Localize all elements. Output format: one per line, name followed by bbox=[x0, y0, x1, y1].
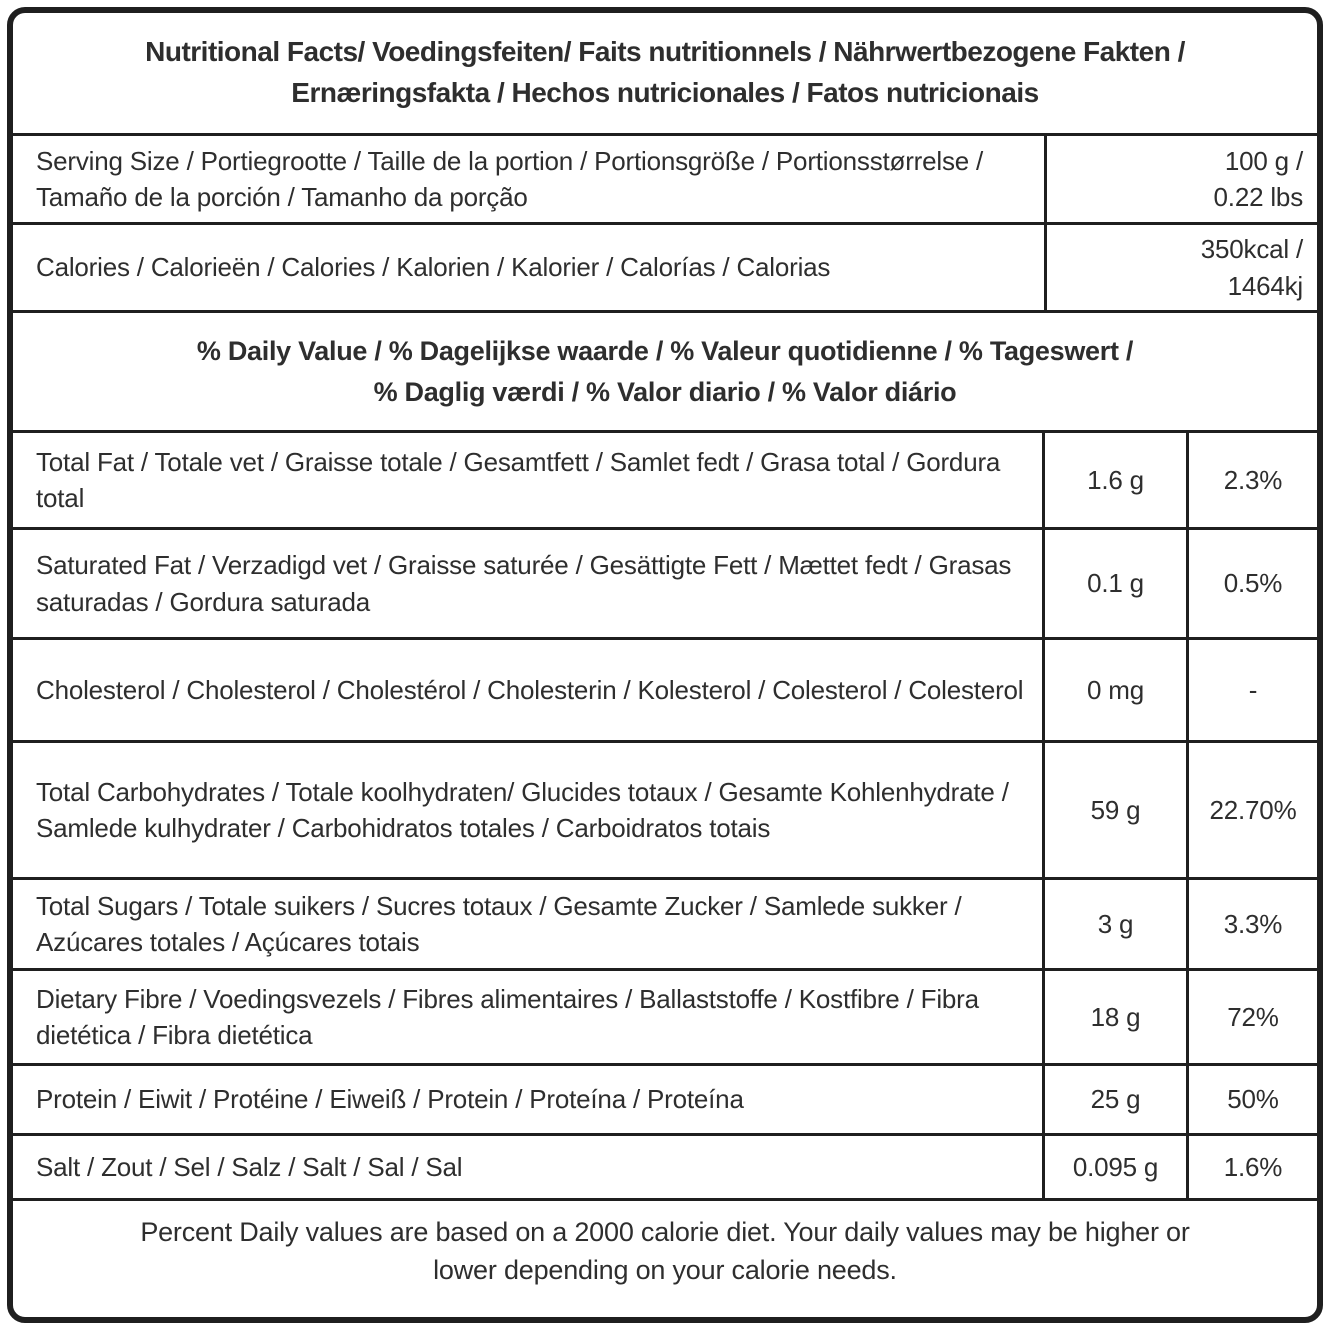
nutrient-row-saturated-fat: Saturated Fat / Verzadigd vet / Graisse … bbox=[13, 527, 1317, 637]
nutrient-daily-value: - bbox=[1186, 640, 1317, 740]
nutrient-row-dietary-fibre: Dietary Fibre / Voedingsvezels / Fibres … bbox=[13, 968, 1317, 1063]
nutrient-label: Total Sugars / Totale suikers / Sucres t… bbox=[36, 890, 962, 957]
nutrient-amount: 59 g bbox=[1042, 743, 1186, 877]
nutrient-row-salt: Salt / Zout / Sel / Salz / Salt / Sal / … bbox=[13, 1133, 1317, 1198]
serving-size-value: 100 g / 0.22 lbs bbox=[1044, 136, 1317, 222]
daily-value-footnote: Percent Daily values are based on a 2000… bbox=[13, 1198, 1317, 1317]
nutrition-facts-label: Nutritional Facts/ Voedingsfeiten/ Faits… bbox=[7, 7, 1323, 1323]
nutrient-amount: 25 g bbox=[1042, 1066, 1186, 1133]
nutrient-daily-value: 1.6% bbox=[1186, 1136, 1317, 1198]
nutrient-row-protein: Protein / Eiwit / Protéine / Eiweiß / Pr… bbox=[13, 1063, 1317, 1133]
nutrient-label: Cholesterol / Cholesterol / Cholestérol … bbox=[36, 674, 1024, 705]
nutrient-row-total-fat: Total Fat / Totale vet / Graisse totale … bbox=[13, 430, 1317, 527]
nutrient-daily-value: 72% bbox=[1186, 971, 1317, 1063]
nutrient-label: Saturated Fat / Verzadigd vet / Graisse … bbox=[36, 550, 1012, 617]
label-title: Nutritional Facts/ Voedingsfeiten/ Faits… bbox=[145, 36, 1185, 108]
nutrient-label: Total Fat / Totale vet / Graisse totale … bbox=[36, 446, 1001, 513]
nutrient-amount: 0 mg bbox=[1042, 640, 1186, 740]
nutrient-daily-value: 2.3% bbox=[1186, 433, 1317, 527]
nutrient-amount: 0.1 g bbox=[1042, 530, 1186, 637]
nutrient-label: Total Carbohydrates / Totale koolhydrate… bbox=[36, 776, 1009, 843]
nutrient-daily-value: 22.70% bbox=[1186, 743, 1317, 877]
nutrient-daily-value: 3.3% bbox=[1186, 880, 1317, 968]
nutrient-amount: 3 g bbox=[1042, 880, 1186, 968]
serving-size-label: Serving Size / Portiegrootte / Taille de… bbox=[36, 145, 984, 212]
nutrient-daily-value: 0.5% bbox=[1186, 530, 1317, 637]
nutrient-label: Dietary Fibre / Voedingsvezels / Fibres … bbox=[36, 983, 979, 1050]
nutrient-row-total-sugars: Total Sugars / Totale suikers / Sucres t… bbox=[13, 877, 1317, 968]
nutrient-daily-value: 50% bbox=[1186, 1066, 1317, 1133]
nutrient-label: Salt / Zout / Sel / Salz / Salt / Sal / … bbox=[36, 1151, 463, 1182]
calories-row: Calories / Calorieën / Calories / Kalori… bbox=[13, 222, 1317, 310]
nutrient-amount: 18 g bbox=[1042, 971, 1186, 1063]
daily-value-header: % Daily Value / % Dagelijkse waarde / % … bbox=[13, 310, 1317, 430]
calories-value: 350kcal / 1464kj bbox=[1044, 225, 1317, 310]
nutrient-amount: 0.095 g bbox=[1042, 1136, 1186, 1198]
calories-label: Calories / Calorieën / Calories / Kalori… bbox=[36, 252, 831, 283]
nutrient-row-total-carbohydrates: Total Carbohydrates / Totale koolhydrate… bbox=[13, 740, 1317, 877]
nutrient-amount: 1.6 g bbox=[1042, 433, 1186, 527]
nutrient-row-cholesterol: Cholesterol / Cholesterol / Cholestérol … bbox=[13, 637, 1317, 740]
nutrient-label: Protein / Eiwit / Protéine / Eiweiß / Pr… bbox=[36, 1084, 744, 1115]
serving-size-row: Serving Size / Portiegrootte / Taille de… bbox=[13, 133, 1317, 222]
